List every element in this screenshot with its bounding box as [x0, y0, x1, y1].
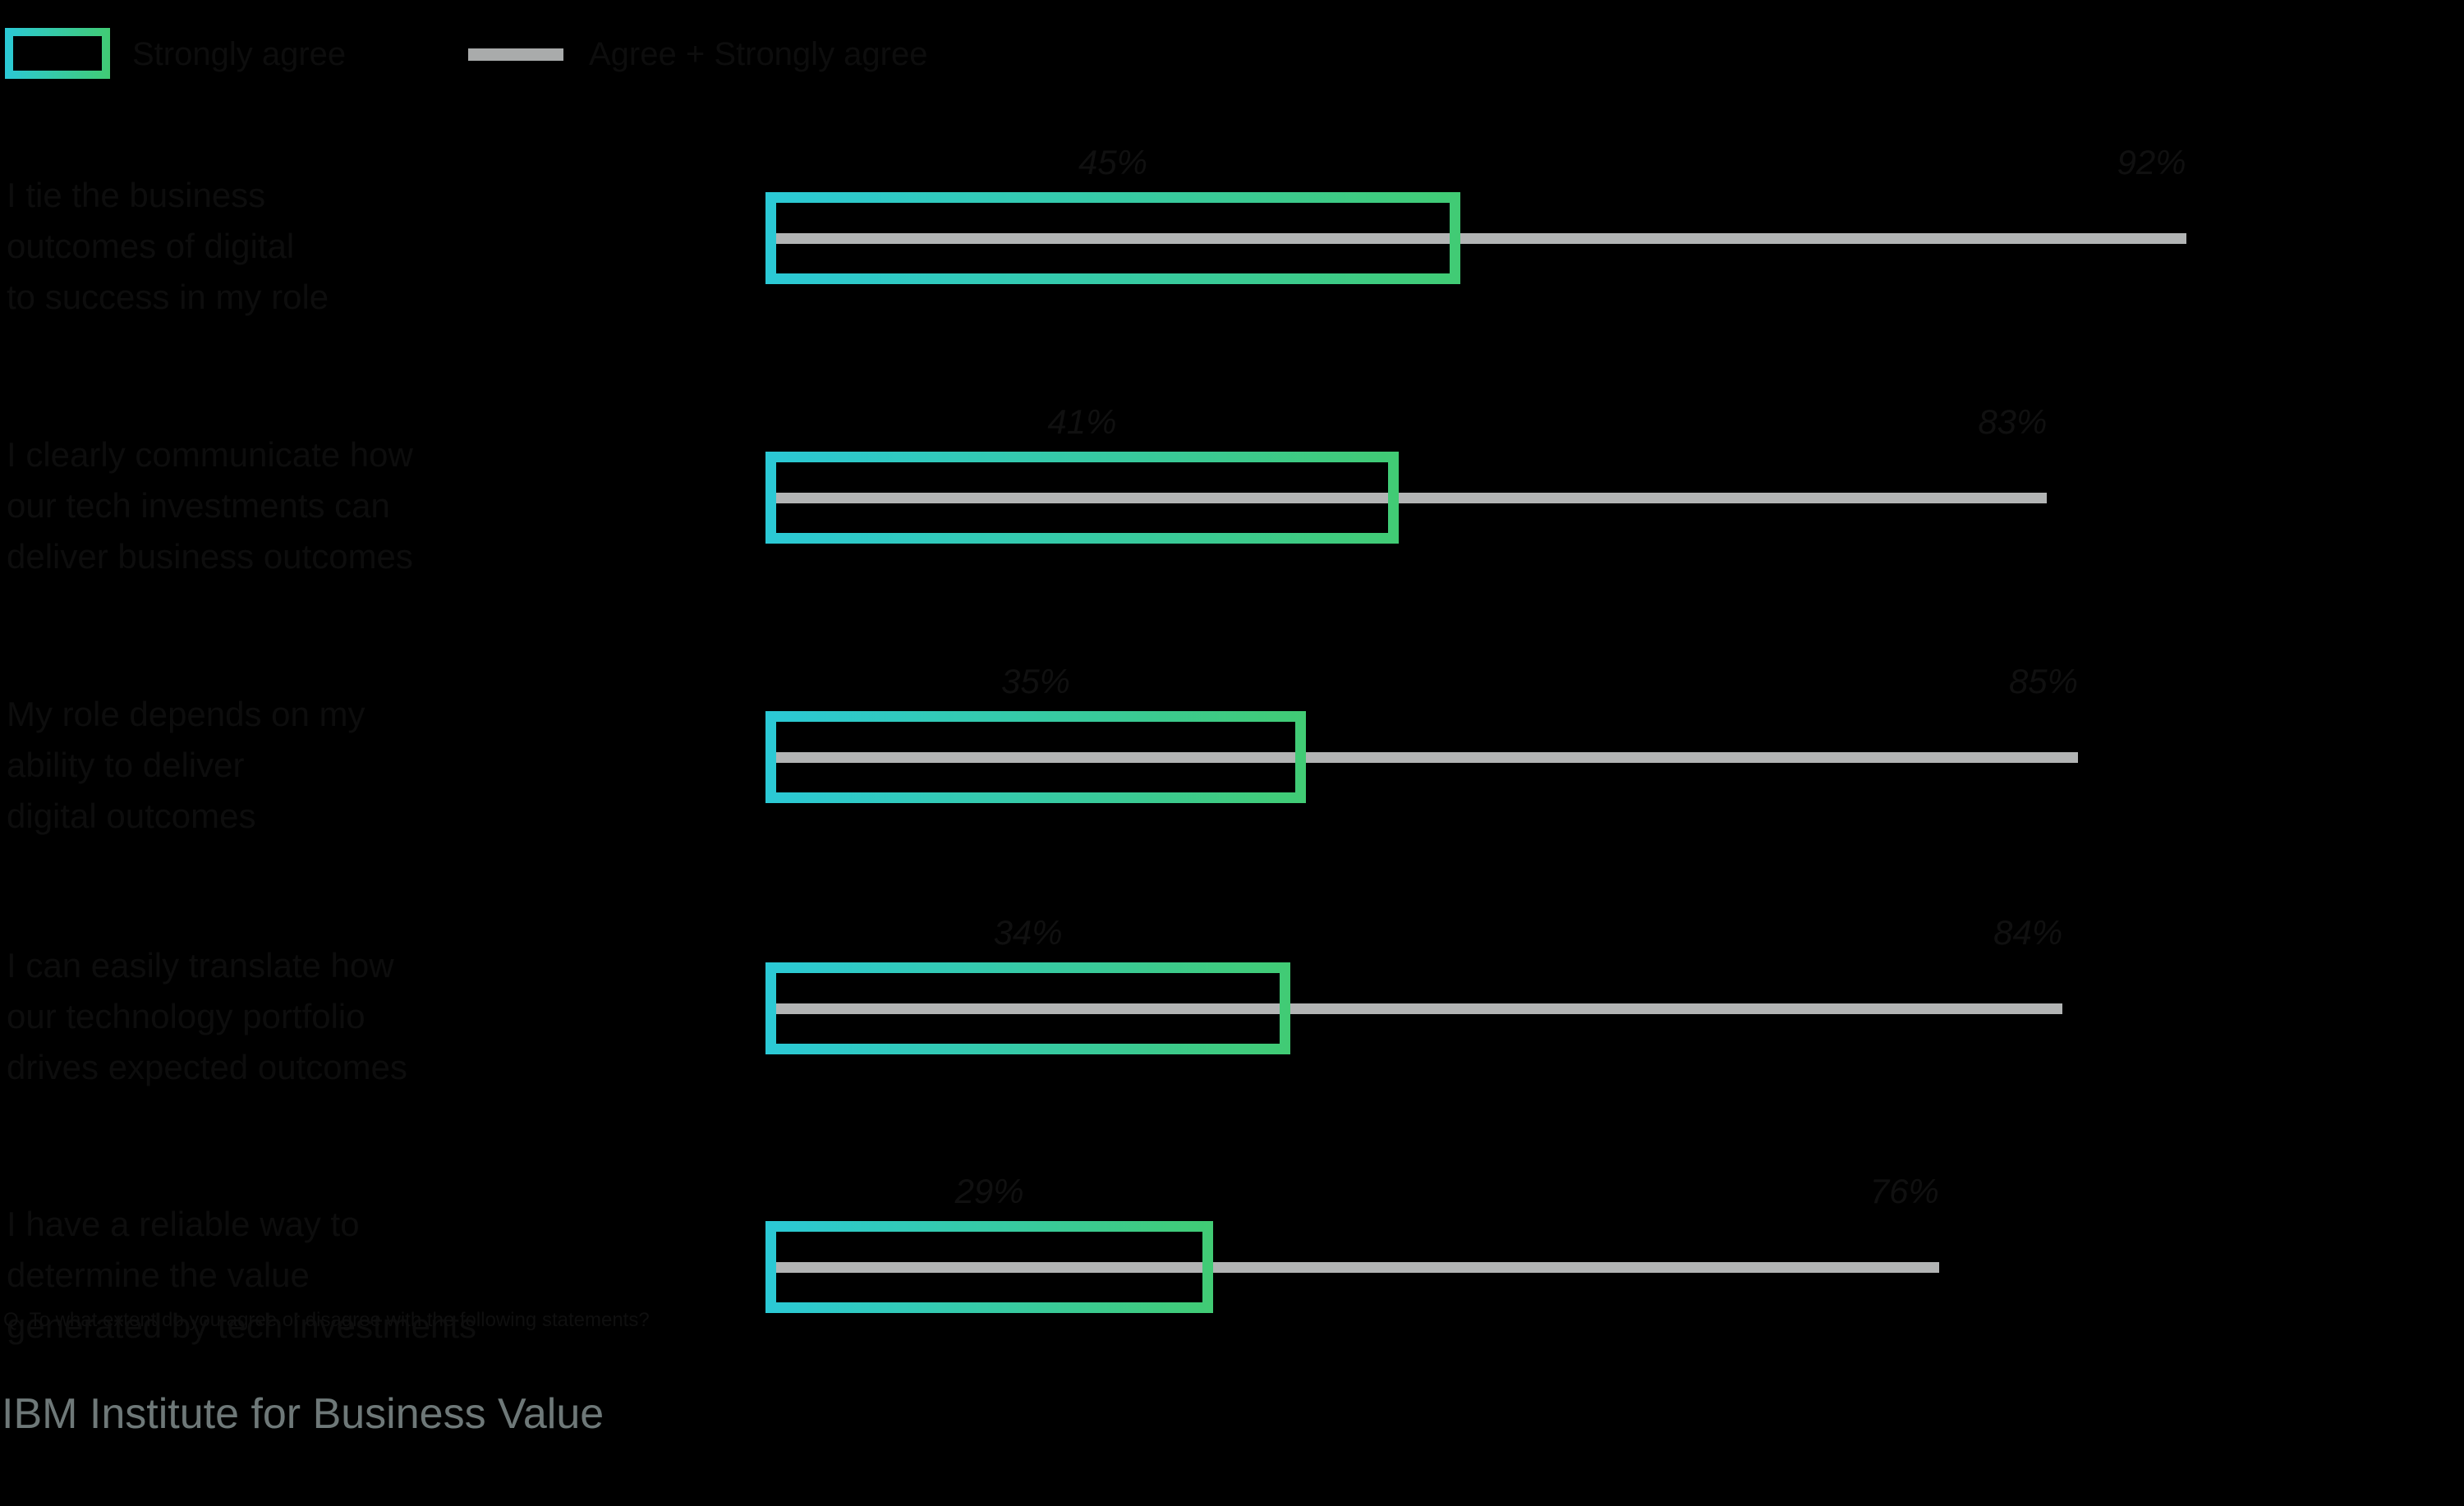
- statement-label: I have a reliable way to determine the v…: [7, 1205, 477, 1345]
- strongly-agree-value: 29%: [954, 1172, 1024, 1210]
- legend-swatch-strongly-agree: [5, 28, 110, 79]
- legend-label-strongly-agree: Strongly agree: [132, 36, 347, 72]
- legend-line-total-agree: [468, 48, 563, 61]
- total-agree-value: 83%: [1978, 402, 2048, 441]
- strongly-agree-value: 41%: [1047, 402, 1117, 441]
- statement-label: I clearly communicate how our tech inves…: [7, 435, 413, 576]
- strongly-agree-value: 45%: [1078, 143, 1148, 181]
- total-agree-value: 92%: [2117, 143, 2186, 181]
- statement-label: My role depends on my ability to deliver…: [7, 695, 365, 835]
- total-agree-value: 76%: [1869, 1172, 1939, 1210]
- statement-label: I can easily translate how our technolog…: [7, 946, 407, 1086]
- strongly-agree-bar: [765, 962, 1291, 1054]
- question-note: Q. To what extent do you agree or disagr…: [3, 1309, 650, 1331]
- strongly-agree-bar: [765, 1221, 1214, 1313]
- strongly-agree-value: 34%: [993, 913, 1063, 952]
- total-agree-value: 84%: [1993, 913, 2063, 952]
- total-agree-value: 85%: [2008, 662, 2078, 700]
- strongly-agree-value: 35%: [1000, 662, 1071, 700]
- strongly-agree-bar: [765, 452, 1399, 544]
- legend-label-total-agree: Agree + Strongly agree: [589, 36, 928, 72]
- statement-label: I tie the business outcomes of digital t…: [7, 176, 329, 316]
- strongly-agree-bar: [765, 711, 1306, 803]
- strongly-agree-bar: [765, 192, 1460, 284]
- source-text: IBM Institute for Business Value: [2, 1390, 605, 1438]
